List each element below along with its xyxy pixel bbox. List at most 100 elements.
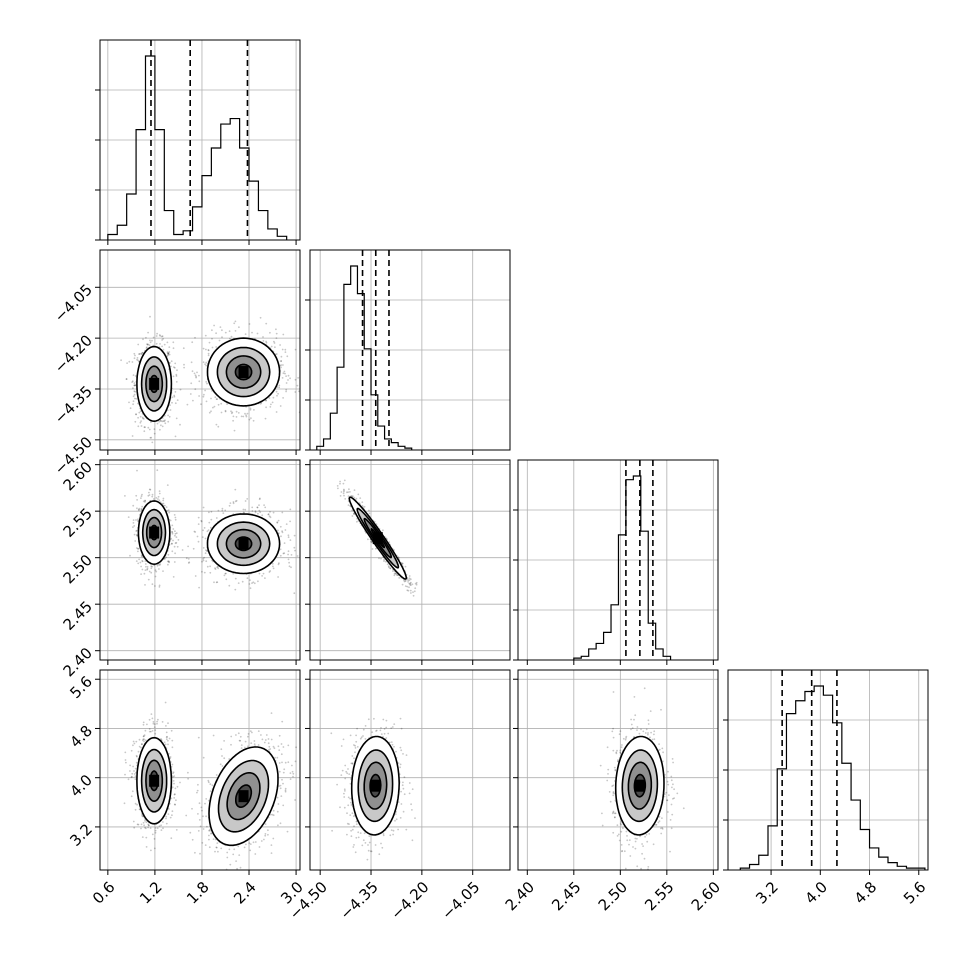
sample-point bbox=[151, 495, 154, 498]
sample-point bbox=[267, 513, 270, 515]
sample-point bbox=[274, 346, 276, 349]
sample-point bbox=[139, 561, 142, 564]
sample-point bbox=[277, 532, 280, 534]
sample-point bbox=[349, 491, 351, 493]
sample-point bbox=[404, 565, 407, 568]
sample-point bbox=[208, 521, 211, 524]
sample-point bbox=[157, 495, 160, 498]
sample-point bbox=[244, 333, 247, 335]
panel-2-1 bbox=[305, 459, 511, 665]
sample-point bbox=[137, 416, 140, 419]
sample-point bbox=[134, 375, 137, 377]
panel-1-0 bbox=[95, 249, 304, 455]
sample-point bbox=[145, 846, 148, 848]
sample-point bbox=[175, 541, 178, 544]
sample-point bbox=[144, 826, 146, 829]
sample-point bbox=[363, 505, 366, 508]
sample-point bbox=[278, 384, 281, 387]
sample-point bbox=[290, 566, 292, 569]
sample-point bbox=[174, 516, 177, 519]
sample-point bbox=[289, 508, 292, 511]
sample-point bbox=[217, 425, 220, 428]
sample-point bbox=[144, 560, 147, 562]
sample-point bbox=[172, 775, 174, 778]
sample-point bbox=[167, 352, 169, 355]
sample-point bbox=[135, 519, 137, 521]
sample-point bbox=[143, 430, 146, 433]
sample-point bbox=[262, 336, 264, 338]
sample-point bbox=[187, 562, 190, 564]
sample-point bbox=[221, 336, 223, 339]
sample-point bbox=[162, 502, 165, 505]
sample-point bbox=[135, 547, 138, 549]
sample-point bbox=[133, 382, 136, 384]
sample-point bbox=[254, 510, 257, 512]
sample-point bbox=[170, 365, 172, 368]
sample-point bbox=[131, 361, 134, 363]
sample-point bbox=[168, 353, 171, 356]
sample-point bbox=[206, 530, 209, 533]
sample-point bbox=[209, 565, 212, 568]
sample-point bbox=[142, 821, 145, 824]
sample-point bbox=[224, 509, 227, 512]
sample-point bbox=[138, 353, 141, 355]
sample-point bbox=[407, 579, 409, 581]
sample-point bbox=[204, 334, 207, 337]
sample-point bbox=[302, 379, 304, 381]
sample-point bbox=[201, 560, 203, 563]
sample-point bbox=[140, 420, 143, 422]
sample-point bbox=[154, 829, 157, 832]
sample-point bbox=[205, 348, 207, 351]
sample-point bbox=[388, 541, 391, 544]
sample-point bbox=[268, 397, 271, 399]
sample-point bbox=[194, 575, 197, 577]
sample-point bbox=[410, 581, 412, 584]
sample-point bbox=[213, 581, 215, 584]
sample-point bbox=[164, 422, 167, 425]
sample-point bbox=[410, 584, 412, 586]
sample-point bbox=[146, 343, 149, 346]
sample-point bbox=[368, 509, 370, 512]
sample-point bbox=[409, 582, 412, 585]
sample-point bbox=[179, 423, 181, 426]
panel-frame bbox=[99, 249, 301, 451]
sample-point bbox=[149, 488, 152, 491]
sample-point bbox=[404, 580, 407, 583]
sample-point bbox=[136, 529, 138, 532]
sample-point bbox=[152, 498, 155, 500]
sample-point bbox=[273, 342, 276, 344]
sample-point bbox=[173, 366, 175, 368]
sample-point bbox=[348, 488, 350, 491]
sample-point bbox=[281, 530, 283, 533]
sample-point bbox=[133, 384, 136, 387]
sample-point bbox=[268, 515, 271, 518]
sample-point bbox=[137, 547, 139, 550]
sample-point bbox=[259, 497, 261, 500]
sample-point bbox=[234, 577, 237, 580]
sample-point bbox=[249, 579, 251, 581]
sample-point bbox=[124, 495, 126, 497]
panel-frame bbox=[517, 459, 719, 661]
sample-point bbox=[256, 332, 259, 335]
sample-point bbox=[172, 341, 175, 344]
sample-point bbox=[225, 572, 227, 575]
sample-point bbox=[132, 400, 135, 403]
sample-point bbox=[125, 378, 128, 380]
sample-point bbox=[370, 540, 372, 543]
sample-point bbox=[127, 516, 130, 518]
sample-point bbox=[135, 413, 137, 415]
sample-point bbox=[175, 373, 178, 376]
sample-point bbox=[224, 409, 227, 412]
sample-point bbox=[200, 519, 203, 522]
sample-point bbox=[248, 323, 251, 325]
sample-point bbox=[179, 388, 182, 391]
sample-point bbox=[174, 435, 177, 438]
sample-point bbox=[168, 415, 171, 418]
panel-0-0 bbox=[95, 39, 301, 245]
sample-point bbox=[251, 582, 253, 584]
sample-point bbox=[174, 532, 177, 535]
sample-point bbox=[171, 531, 174, 534]
sample-point bbox=[281, 531, 284, 534]
sample-point bbox=[282, 333, 285, 336]
sample-point bbox=[153, 432, 156, 435]
